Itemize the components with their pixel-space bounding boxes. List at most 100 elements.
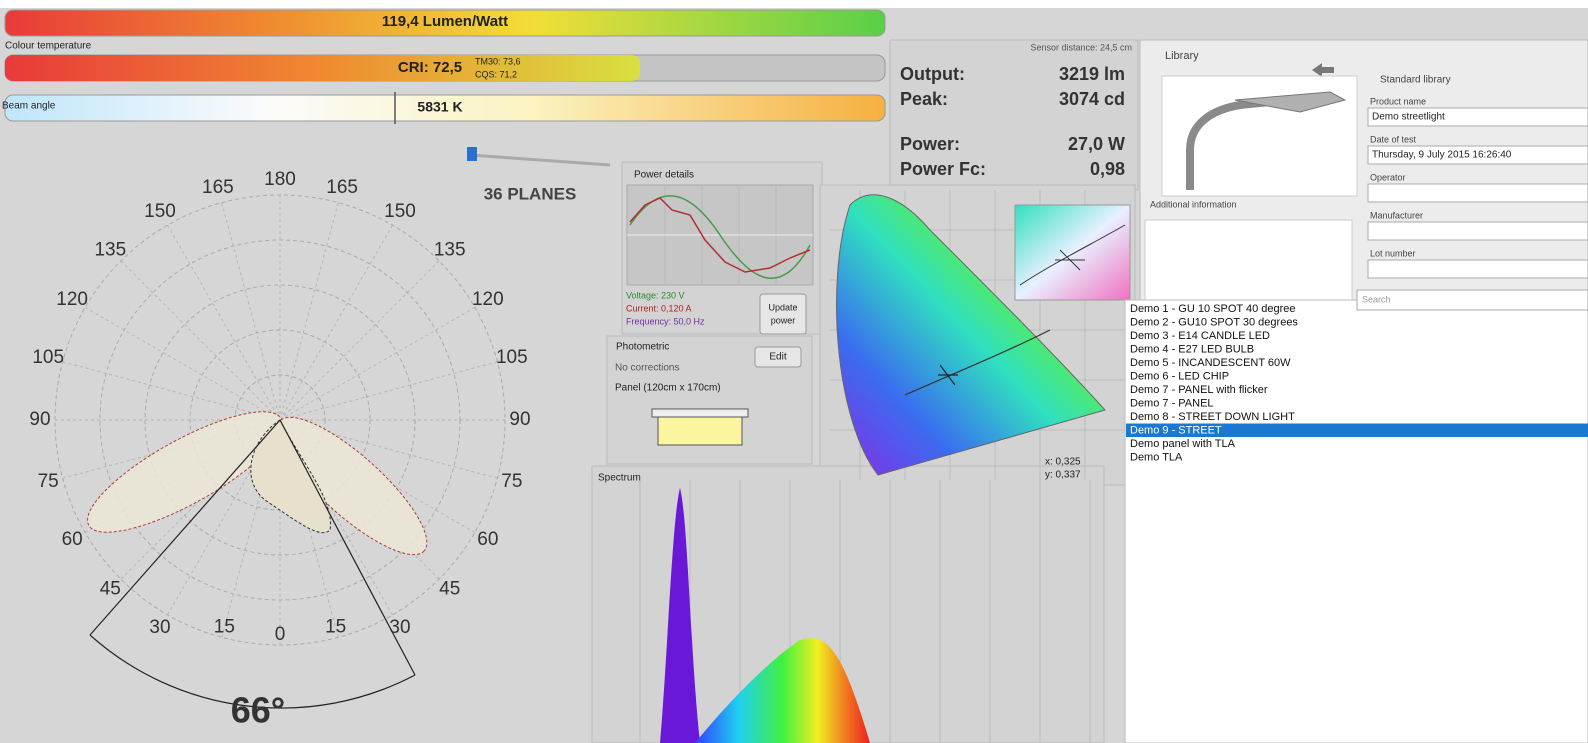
additional-info-label: Additional information: [1150, 199, 1237, 209]
list-item[interactable]: Demo 3 - E14 CANDLE LED: [1130, 330, 1270, 342]
cie-horseshoe: [836, 194, 1106, 476]
list-item[interactable]: Demo TLA: [1130, 451, 1183, 463]
readout-value: 3074 cd: [1059, 89, 1125, 109]
polar-angle-label: 0: [275, 624, 286, 645]
readout-label: Power Fc:: [900, 159, 986, 179]
additional-info-box[interactable]: [1144, 219, 1353, 301]
cie-inset-locus: [1019, 224, 1126, 286]
field-input[interactable]: [1367, 107, 1588, 127]
polar-angle-label: 15: [214, 617, 235, 638]
list-layer: [1126, 423, 1588, 437]
library-title: Library: [1165, 50, 1199, 62]
update-power-button[interactable]: [759, 293, 807, 335]
polar-angle-label: 75: [501, 471, 522, 492]
cri-bar-fill: [5, 55, 640, 81]
streetlight-pole: [1186, 96, 1291, 190]
field-value[interactable]: Thursday, 9 July 2015 16:26:40: [1372, 150, 1512, 161]
panel-title: Spectrum: [598, 473, 641, 484]
list-item[interactable]: Demo 7 - PANEL: [1130, 397, 1214, 409]
cri-value: CRI: 72,5: [398, 59, 462, 76]
list-item[interactable]: Demo 6 - LED CHIP: [1130, 370, 1229, 382]
readout-value: 0,98: [1090, 159, 1125, 179]
polar-angle-label: 135: [94, 239, 126, 260]
cie-inset: [1014, 204, 1131, 301]
search-placeholder[interactable]: Search: [1362, 294, 1391, 304]
polar-chart: [54, 194, 506, 709]
polar-angle-label: 45: [100, 579, 121, 600]
corrections-label: No corrections: [615, 363, 679, 374]
beam-angle-value: 66°: [231, 690, 285, 731]
tm30-value: TM30: 73,6: [475, 56, 521, 66]
readout-value: 3219 lm: [1059, 64, 1125, 84]
panel-icon-frame: [651, 408, 749, 418]
planes-slider-thumb[interactable]: [467, 147, 477, 161]
beam-angle-label: Beam angle: [2, 101, 56, 112]
field-input[interactable]: [1367, 259, 1588, 279]
polar-grid-spoke: [120, 260, 281, 421]
polar-grid-spoke: [279, 202, 339, 421]
list-item[interactable]: Demo 1 - GU 10 SPOT 40 degree: [1130, 303, 1296, 315]
streetlight-head: [1234, 91, 1347, 113]
library-source: Standard library: [1380, 75, 1451, 86]
field-input[interactable]: [1367, 145, 1588, 165]
field-input[interactable]: [1367, 183, 1588, 203]
field-input[interactable]: [1367, 221, 1588, 241]
lobe-center: [250, 419, 331, 534]
polar-angle-label: 90: [509, 409, 530, 430]
button-label[interactable]: Update: [768, 302, 797, 312]
cqs-value: CQS: 71,2: [475, 69, 517, 79]
beam-edge-left: [89, 419, 281, 636]
list-item[interactable]: Demo 2 - GU10 SPOT 30 degrees: [1130, 316, 1298, 328]
readout-panel: [889, 39, 1139, 191]
readout-label: Power:: [900, 134, 960, 154]
polar-angle-label: 105: [496, 347, 528, 368]
list-selection: [1126, 423, 1588, 437]
cie-y: y: 0,337: [1045, 470, 1081, 481]
polar-grid-spoke: [279, 224, 393, 421]
panel-title: Power details: [634, 170, 694, 181]
polar-angle-label: 30: [389, 617, 410, 638]
polar-angle-label: 165: [326, 177, 358, 198]
panel-icon: [657, 416, 743, 446]
list-item[interactable]: Demo panel with TLA: [1130, 438, 1236, 450]
back-arrow[interactable]: [1312, 63, 1334, 77]
polar-angle-label: 15: [325, 617, 346, 638]
readout-value: 27,0 W: [1068, 134, 1125, 154]
polar-angle-label: 45: [439, 579, 460, 600]
spectrum-grid: [639, 480, 1091, 743]
current-value: Current: 0,120 A: [626, 303, 692, 313]
list-item[interactable]: Demo 5 - INCANDESCENT 60W: [1130, 357, 1291, 369]
planckian-locus: [904, 329, 1051, 396]
cct-value: 5831 K: [417, 99, 462, 115]
lobe-right: [276, 416, 428, 556]
readout-label: Peak:: [900, 89, 948, 109]
field-label: Product name: [1370, 96, 1426, 106]
polar-angle-label: 150: [384, 201, 416, 222]
planes-slider-track: [469, 153, 611, 167]
colour-temperature-label: Colour temperature: [5, 41, 92, 52]
cct-bar: [4, 94, 886, 122]
button-label[interactable]: power: [771, 315, 796, 325]
polar-angle-label: 135: [434, 239, 466, 260]
spectrum-phosphor: [695, 638, 870, 743]
search-input[interactable]: [1356, 289, 1588, 311]
list-item[interactable]: Demo 7 - PANEL with flicker: [1130, 384, 1268, 396]
polar-angle-label: 165: [202, 177, 234, 198]
polar-angle-label: 150: [144, 201, 176, 222]
polar-angle-label: 120: [472, 289, 504, 310]
beam-edge-right: [279, 419, 416, 676]
button-label[interactable]: Edit: [769, 352, 786, 363]
voltage-value: Voltage: 230 V: [626, 290, 685, 300]
edit-button[interactable]: [754, 346, 802, 368]
efficacy-bar: [4, 9, 886, 37]
list-item[interactable]: Demo 9 - STREET: [1130, 424, 1222, 436]
polar-angle-label: 60: [477, 529, 498, 550]
field-value[interactable]: Demo streetlight: [1372, 112, 1445, 123]
top-edge: [0, 0, 1588, 8]
list-item[interactable]: Demo 4 - E27 LED BULB: [1130, 343, 1254, 355]
polar-angle-label: 30: [149, 617, 170, 638]
polar-grid-spoke: [167, 224, 281, 421]
list-item[interactable]: Demo 8 - STREET DOWN LIGHT: [1130, 411, 1295, 423]
polar-grid-spoke: [84, 307, 281, 421]
polar-angle-label: 180: [264, 169, 296, 190]
